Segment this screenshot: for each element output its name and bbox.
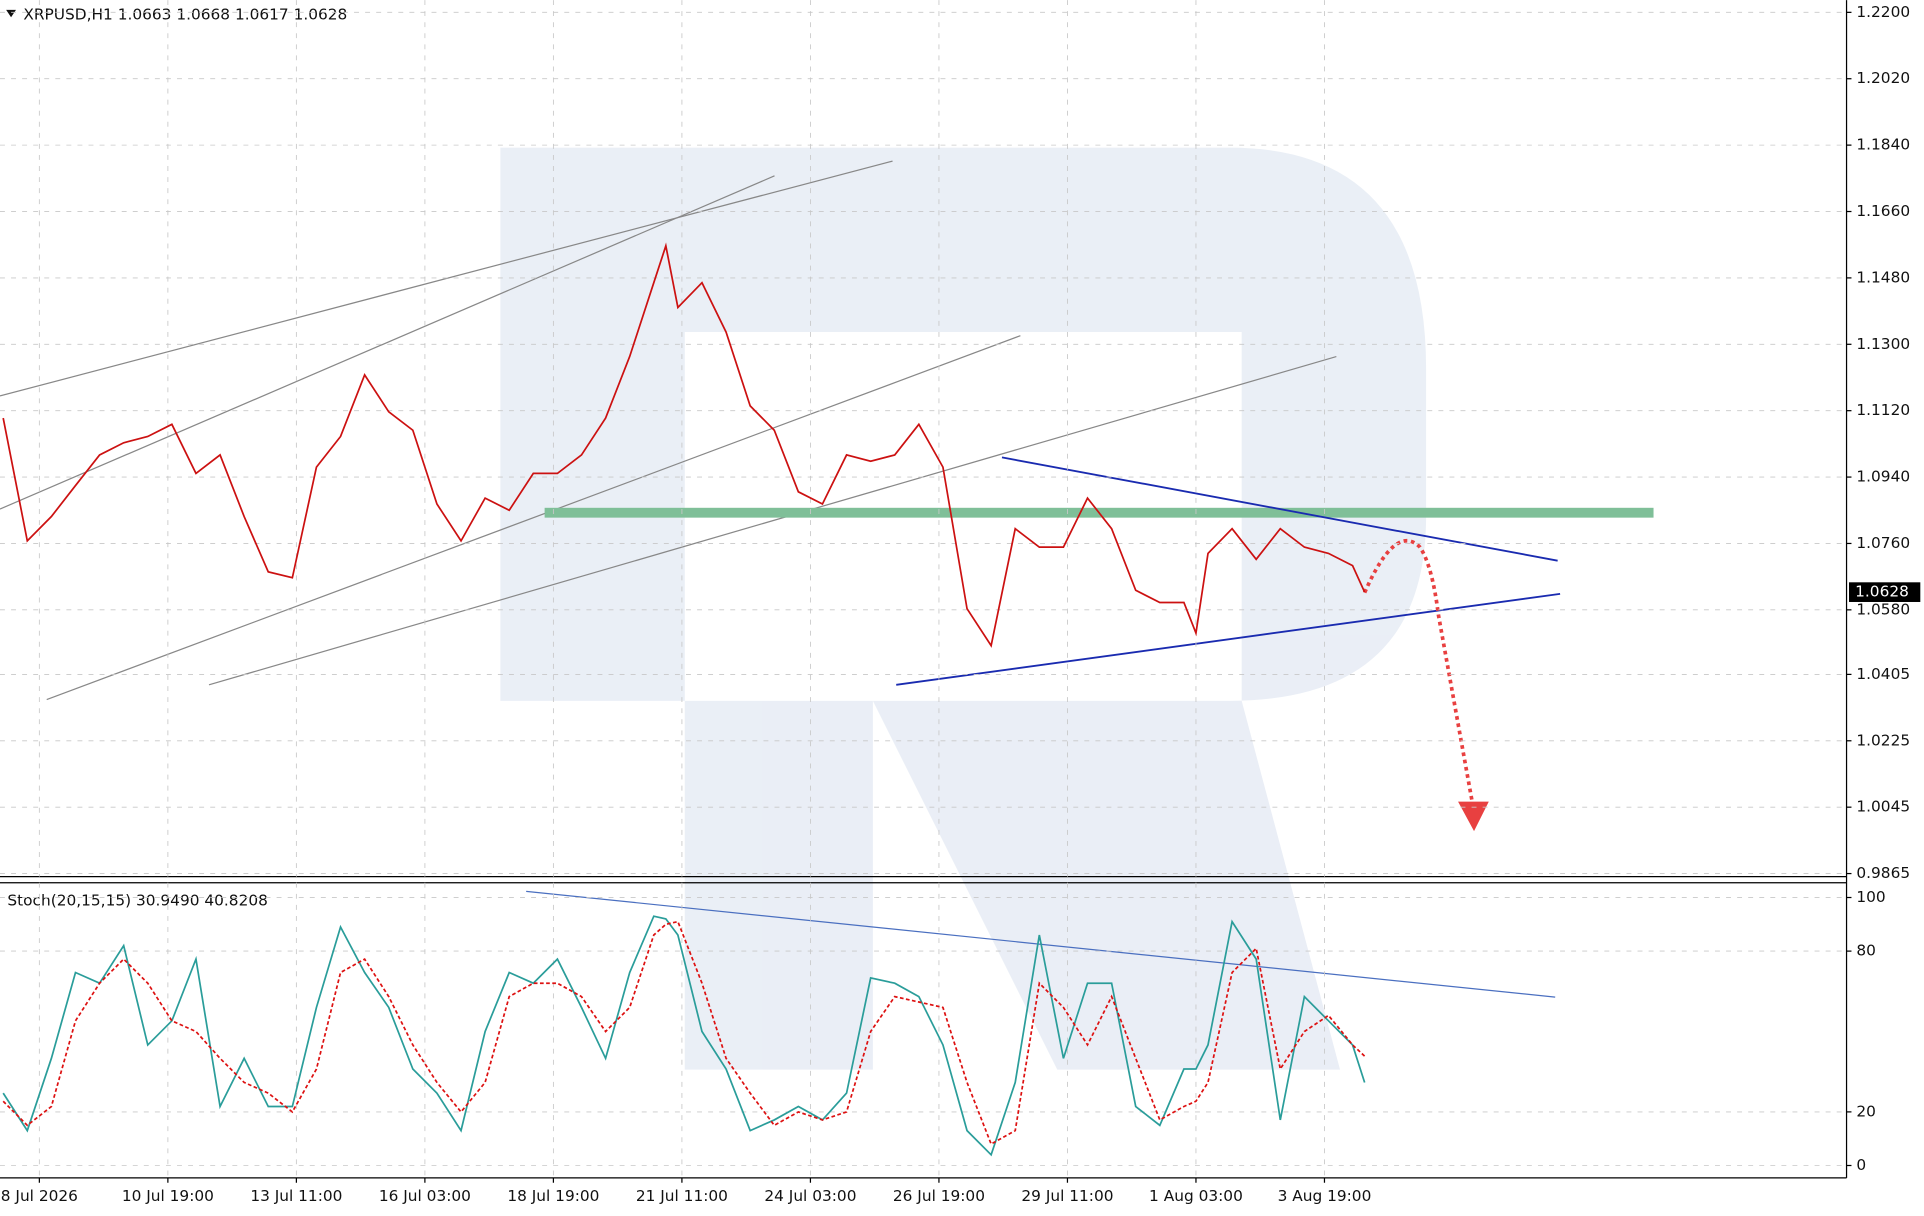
watermark: [500, 147, 1427, 1070]
forecast-arrow: [1458, 801, 1489, 832]
x-tick-label: 24 Jul 03:00: [764, 1187, 856, 1205]
x-tick-label: 18 Jul 19:00: [507, 1187, 599, 1205]
x-tick-label: 3 Aug 19:00: [1278, 1187, 1372, 1205]
y-tick-label: 1.1480: [1856, 268, 1910, 286]
triangle-lower: [896, 592, 1561, 686]
y-tick-label: 0: [1856, 1156, 1866, 1174]
y-tick-label: 1.0045: [1856, 798, 1910, 816]
y-tick-label: 1.1300: [1856, 335, 1910, 353]
price-tag-label: 1.0628: [1855, 583, 1909, 601]
y-tick-label: 1.2200: [1856, 3, 1910, 21]
x-tick-label: 29 Jul 11:00: [1021, 1187, 1113, 1205]
y-tick-label: 1.0225: [1856, 731, 1910, 749]
y-tick-label: 20: [1856, 1102, 1876, 1120]
y-tick-label: 100: [1856, 888, 1885, 906]
y-tick-label: 0.9865: [1856, 864, 1910, 882]
series-line: [2, 242, 1366, 648]
x-tick-label: 26 Jul 19:00: [893, 1187, 985, 1205]
series-line: [2, 915, 1366, 1157]
trend-line: [46, 335, 1021, 701]
y-tick-label: 1.0940: [1856, 468, 1910, 486]
trend-line: [208, 355, 1337, 686]
chart-title: XRPUSD,H1 1.0663 1.0668 1.0617 1.0628: [23, 5, 347, 23]
x-tick-label: 21 Jul 11:00: [636, 1187, 728, 1205]
series-line: [2, 920, 1366, 1146]
menu-icon[interactable]: [6, 9, 16, 18]
x-tick-label: 8 Jul 2026: [1, 1187, 78, 1205]
y-tick-label: 1.1660: [1856, 202, 1910, 220]
y-tick-label: 1.1120: [1856, 401, 1910, 419]
price-tag: [1849, 582, 1921, 602]
x-tick-label: 1 Aug 03:00: [1149, 1187, 1243, 1205]
x-tick-label: 10 Jul 19:00: [122, 1187, 214, 1205]
y-tick-label: 80: [1856, 942, 1876, 960]
x-tick-label: 16 Jul 03:00: [379, 1187, 471, 1205]
forecast-path: [1362, 539, 1475, 806]
y-tick-label: 1.2020: [1856, 69, 1910, 87]
y-tick-label: 1.0405: [1856, 665, 1910, 683]
y-tick-label: 1.1840: [1856, 136, 1910, 154]
y-tick-label: 1.0760: [1856, 534, 1910, 552]
trend-line: [0, 160, 893, 397]
trend-line: [0, 175, 775, 510]
y-tick-label: 1.0580: [1856, 600, 1910, 618]
indicator-title: Stoch(20,15,15) 30.9490 40.8208: [7, 892, 268, 910]
x-tick-label: 13 Jul 11:00: [250, 1187, 342, 1205]
